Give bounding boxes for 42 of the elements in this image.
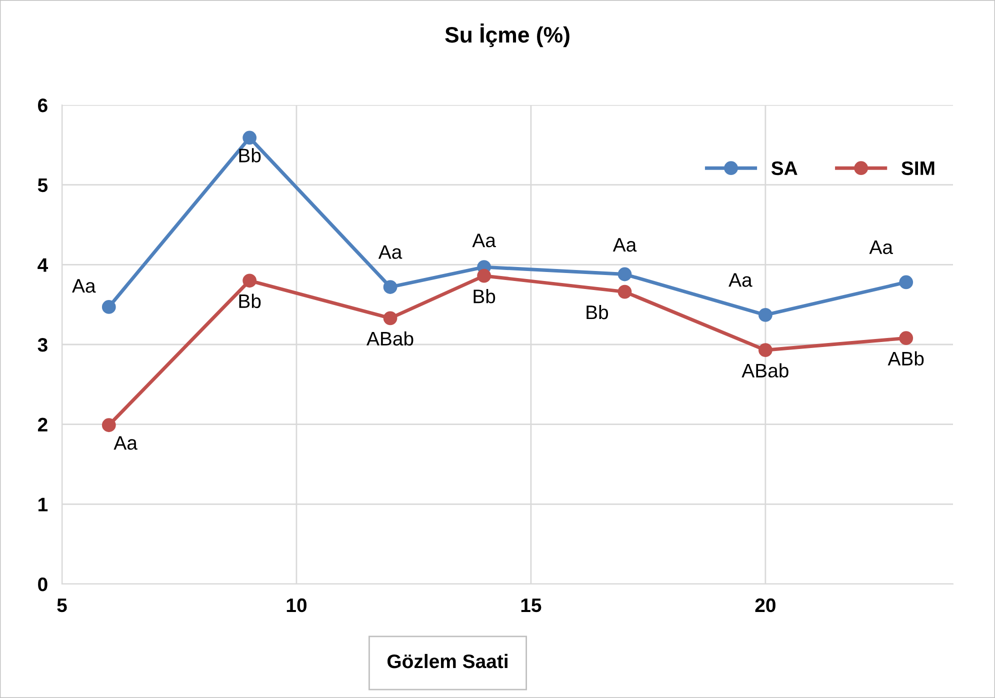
x-axis-title: Gözlem Saati bbox=[388, 654, 508, 668]
point bbox=[899, 275, 914, 290]
annotation: Bb bbox=[239, 294, 261, 308]
annotation: Bb bbox=[474, 289, 496, 304]
annotation: Bb bbox=[239, 148, 261, 162]
point bbox=[102, 300, 116, 314]
point bbox=[758, 343, 772, 358]
annotation: Bb bbox=[586, 304, 608, 320]
annotation: ABab bbox=[366, 331, 414, 346]
annotation: ABab bbox=[742, 363, 788, 378]
point bbox=[383, 311, 398, 326]
point bbox=[102, 418, 116, 432]
legend-label: SA bbox=[771, 161, 798, 176]
point bbox=[618, 267, 632, 282]
x-tick-label: 20 bbox=[755, 598, 776, 612]
chart-title: Su İçme (%) bbox=[445, 24, 570, 48]
annotation: Aa bbox=[612, 238, 637, 252]
point bbox=[758, 308, 772, 322]
point bbox=[899, 331, 914, 346]
point bbox=[477, 268, 491, 283]
y-tick-label: 0 bbox=[38, 577, 48, 592]
y-tick-label: 2 bbox=[38, 418, 48, 432]
y-tick-label: 3 bbox=[38, 338, 48, 352]
annotation: Aa bbox=[114, 436, 138, 450]
x-tick-label: 5 bbox=[57, 598, 67, 612]
point bbox=[618, 284, 632, 299]
annotation: Aa bbox=[72, 279, 96, 293]
point bbox=[383, 280, 398, 294]
annotation: Aa bbox=[869, 240, 893, 254]
y-tick-label: 6 bbox=[38, 98, 48, 112]
annotation: Aa bbox=[378, 245, 402, 259]
y-tick-label: 4 bbox=[38, 258, 48, 272]
annotation: Aa bbox=[728, 273, 752, 287]
x-tick-label: 15 bbox=[521, 598, 542, 612]
point bbox=[242, 130, 257, 145]
y-tick-label: 1 bbox=[38, 498, 48, 512]
annotation: Aa bbox=[472, 234, 496, 248]
x-tick-label: 10 bbox=[286, 598, 306, 612]
annotation: ABb bbox=[888, 351, 924, 366]
y-tick-label: 5 bbox=[38, 178, 48, 192]
legend-label: SIM bbox=[901, 161, 934, 176]
point bbox=[242, 274, 257, 288]
